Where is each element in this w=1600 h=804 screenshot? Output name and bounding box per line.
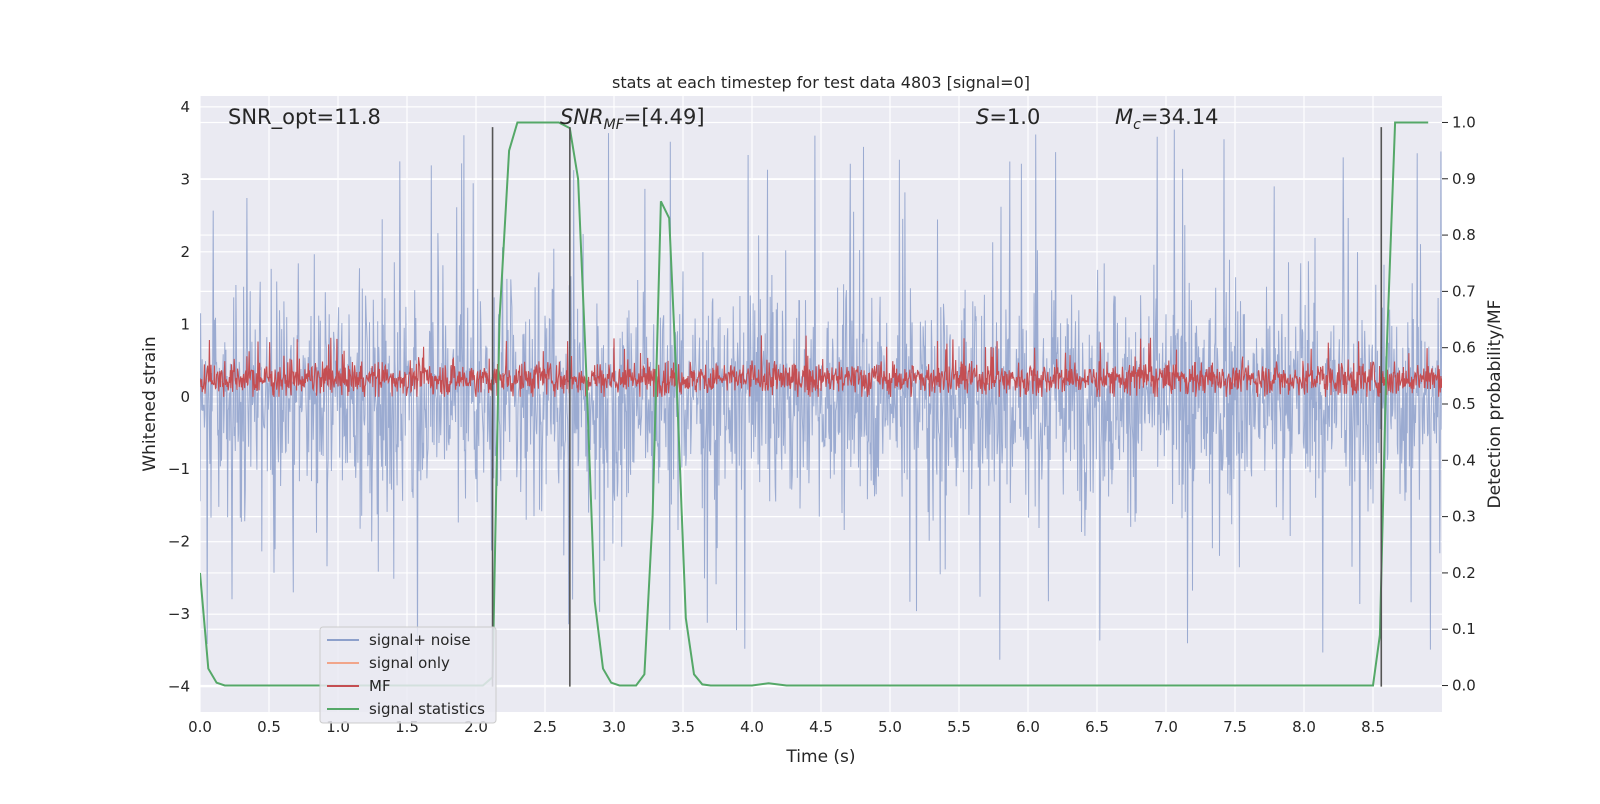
annotation-mc-sym: M — [1115, 105, 1133, 129]
y-axis-label: Whitened strain — [140, 336, 160, 471]
x-tick-label: 7.5 — [1223, 718, 1247, 736]
y-tick-label: 2 — [180, 243, 190, 261]
y-tick-label: 0 — [180, 388, 190, 406]
vline-layer — [491, 127, 1383, 687]
y2-tick-label: 0.5 — [1452, 395, 1476, 413]
y-tick-label: 1 — [180, 315, 190, 333]
x-tick-label: 3.5 — [671, 718, 695, 736]
annotation-mc-sub: c — [1133, 117, 1141, 133]
x-tick-label: 0.0 — [188, 718, 212, 736]
y2-tick-label: 0.9 — [1452, 170, 1476, 188]
x-tick-label: 8.0 — [1292, 718, 1316, 736]
x-tick-label: 8.5 — [1361, 718, 1385, 736]
y-tick-label: −4 — [168, 678, 190, 696]
annotation-s-sym: S — [976, 105, 989, 129]
y2-tick-label: 0.0 — [1452, 677, 1476, 695]
y-tick-label: −3 — [168, 605, 190, 623]
x-tick-label: 0.5 — [257, 718, 281, 736]
y-tick-label: −2 — [168, 533, 190, 551]
annotation-snr-mf-sub: MF — [604, 117, 625, 133]
x-tick-label: 4.0 — [740, 718, 764, 736]
chart-title: stats at each timestep for test data 480… — [612, 73, 1030, 92]
x-tick-label: 5.0 — [878, 718, 902, 736]
y-tick-label: −1 — [168, 460, 190, 478]
legend-label-signal-only: signal only — [369, 654, 450, 672]
series-mf — [200, 335, 1442, 397]
legend-label-mf: MF — [369, 677, 391, 695]
annotation-snr-mf: SNRMF=[4.49] — [560, 105, 705, 133]
y2-tick-label: 0.1 — [1452, 620, 1476, 638]
y-tick-label: 3 — [180, 170, 190, 188]
x-tick-label: 6.0 — [1016, 718, 1040, 736]
annotation-s-value: =1.0 — [989, 105, 1040, 129]
annotation-mc-value: =34.14 — [1141, 105, 1219, 129]
legend: signal+ noise signal only MF signal stat… — [319, 626, 497, 724]
legend-box — [319, 626, 497, 724]
x-tick-label: 4.5 — [809, 718, 833, 736]
annotation-s: S=1.0 — [976, 105, 1040, 129]
y2-tick-label: 0.8 — [1452, 226, 1476, 244]
x-tick-label: 7.0 — [1154, 718, 1178, 736]
y2-tick-label: 0.4 — [1452, 451, 1476, 469]
legend-label-signal-statistics: signal statistics — [369, 700, 485, 718]
y2-tick-label: 1.0 — [1452, 113, 1476, 131]
y2-tick-label: 0.3 — [1452, 508, 1476, 526]
x-tick-label: 5.5 — [947, 718, 971, 736]
tick-layer: 0.0 0.5 1.0 1.5 2.0 2.5 3.0 3.5 4.0 4.5 5.0 5.5 6.0 6… — [168, 98, 1476, 736]
legend-label-signal-noise: signal+ noise — [369, 631, 471, 649]
y2-tick-label: 0.6 — [1452, 339, 1476, 357]
x-tick-label: 3.0 — [602, 718, 626, 736]
annotation-snr-opt: SNR_opt=11.8 — [228, 105, 381, 130]
annotation-snr-mf-value: =[4.49] — [624, 105, 705, 129]
annotation-mc: Mc=34.14 — [1115, 105, 1219, 133]
y-tick-label: 4 — [180, 98, 190, 116]
x-tick-label: 2.5 — [533, 718, 557, 736]
y2-tick-label: 0.7 — [1452, 282, 1476, 300]
x-axis-label: Time (s) — [785, 747, 855, 767]
x-tick-label: 6.5 — [1085, 718, 1109, 736]
y2-axis-label: Detection probability/MF — [1485, 300, 1505, 509]
y2-tick-label: 0.2 — [1452, 564, 1476, 582]
annotation-snr-mf-main: SNR — [560, 105, 604, 129]
